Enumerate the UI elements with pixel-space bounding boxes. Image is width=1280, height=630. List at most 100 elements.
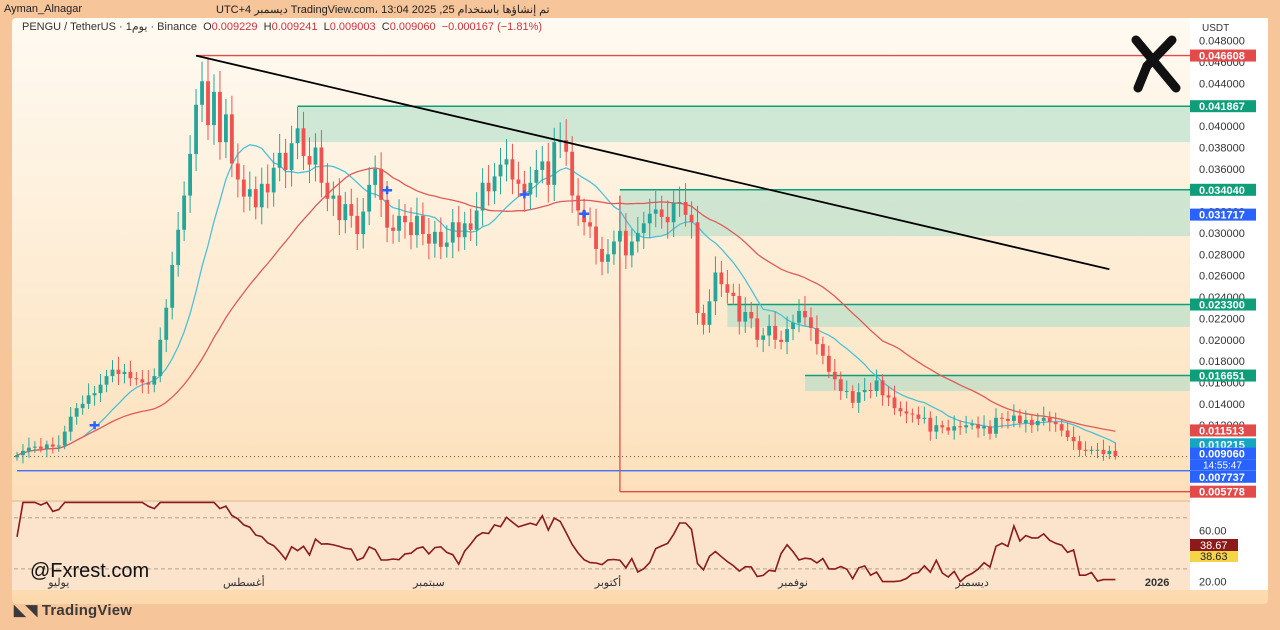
candle-body[interactable] — [486, 182, 491, 192]
candle-body[interactable] — [731, 292, 736, 296]
candle-body[interactable] — [701, 313, 706, 325]
candle-body[interactable] — [600, 248, 604, 262]
candle-body[interactable] — [27, 447, 31, 451]
demand-zone[interactable] — [727, 304, 1190, 327]
candle-body[interactable] — [86, 395, 91, 404]
ma-fast-line[interactable] — [16, 144, 1116, 456]
candle-body[interactable] — [307, 156, 312, 165]
candle-body[interactable] — [588, 222, 592, 227]
candle-body[interactable] — [265, 183, 270, 193]
candle-body[interactable] — [38, 446, 43, 449]
candle-body[interactable] — [50, 444, 55, 447]
candle-body[interactable] — [665, 216, 670, 223]
candle-body[interactable] — [188, 153, 193, 196]
candle-body[interactable] — [761, 335, 766, 340]
candle-body[interactable] — [1017, 415, 1022, 424]
candle-body[interactable] — [958, 426, 963, 428]
candle-body[interactable] — [80, 403, 85, 409]
candle-body[interactable] — [964, 425, 969, 428]
candle-body[interactable] — [755, 318, 760, 340]
candle-body[interactable] — [152, 376, 157, 385]
candle-body[interactable] — [301, 128, 306, 157]
candle-body[interactable] — [552, 142, 557, 185]
price-level-badge[interactable] — [1190, 208, 1256, 221]
candle-body[interactable] — [110, 369, 115, 377]
candle-body[interactable] — [838, 379, 843, 392]
candle-body[interactable] — [1065, 430, 1070, 437]
candle-body[interactable] — [546, 161, 551, 185]
candle-body[interactable] — [397, 215, 401, 231]
candle-body[interactable] — [641, 223, 646, 233]
candle-body[interactable] — [271, 167, 276, 193]
candle-body[interactable] — [74, 408, 79, 417]
candle-body[interactable] — [797, 310, 801, 323]
candle-body[interactable] — [218, 91, 222, 143]
candle-body[interactable] — [295, 128, 300, 144]
candle-body[interactable] — [1000, 417, 1004, 419]
demand-zone[interactable] — [804, 375, 1190, 392]
candle-body[interactable] — [994, 417, 998, 434]
candle-body[interactable] — [617, 230, 622, 242]
candle-body[interactable] — [540, 161, 545, 170]
candle-body[interactable] — [814, 328, 819, 345]
candle-body[interactable] — [259, 183, 264, 208]
candle-body[interactable] — [343, 204, 348, 221]
candle-body[interactable] — [570, 151, 575, 196]
trendline[interactable] — [195, 54, 1110, 271]
price-level-badge[interactable] — [1190, 485, 1256, 498]
candle-body[interactable] — [820, 344, 825, 356]
candle-body[interactable] — [116, 369, 121, 374]
candle-body[interactable] — [241, 179, 246, 197]
candle-body[interactable] — [1101, 449, 1106, 455]
candle-body[interactable] — [68, 416, 73, 432]
rsi-line[interactable] — [16, 501, 1116, 583]
candle-body[interactable] — [277, 152, 282, 168]
candle-body[interactable] — [206, 81, 210, 126]
candle-body[interactable] — [319, 147, 324, 183]
candle-body[interactable] — [355, 215, 360, 235]
candle-body[interactable] — [361, 211, 366, 235]
candle-body[interactable] — [438, 231, 443, 247]
candle-body[interactable] — [176, 229, 181, 265]
candle-body[interactable] — [982, 426, 986, 429]
candle-body[interactable] — [379, 168, 384, 200]
rsi-ma-badge[interactable] — [1190, 551, 1238, 562]
demand-zone[interactable] — [297, 106, 1190, 143]
candle-body[interactable] — [862, 389, 867, 393]
candle-body[interactable] — [128, 371, 133, 379]
candle-body[interactable] — [612, 241, 616, 255]
candle-body[interactable] — [337, 195, 342, 221]
candle-body[interactable] — [421, 215, 425, 235]
candle-body[interactable] — [283, 152, 288, 170]
candle-body[interactable] — [826, 355, 831, 372]
candle-body[interactable] — [1041, 417, 1046, 421]
candle-body[interactable] — [725, 284, 730, 293]
candle-body[interactable] — [426, 234, 431, 244]
candle-body[interactable] — [803, 310, 807, 318]
candle-body[interactable] — [1071, 436, 1076, 442]
candle-body[interactable] — [15, 455, 19, 458]
candle-body[interactable] — [952, 426, 957, 431]
candle-body[interactable] — [474, 210, 479, 230]
candle-body[interactable] — [898, 408, 903, 412]
candle-body[interactable] — [373, 168, 378, 185]
candle-body[interactable] — [623, 230, 628, 256]
candle-body[interactable] — [671, 203, 676, 223]
candle-body[interactable] — [647, 213, 652, 224]
candle-body[interactable] — [331, 195, 336, 199]
candle-body[interactable] — [928, 417, 933, 432]
candle-body[interactable] — [767, 325, 772, 336]
candle-body[interactable] — [253, 189, 258, 208]
tradingview-logo[interactable]: ◣◥ TradingView — [14, 601, 132, 619]
ma-slow-line[interactable] — [16, 167, 1116, 456]
candle-body[interactable] — [229, 114, 234, 164]
price-level-badge[interactable] — [1190, 438, 1256, 451]
candle-body[interactable] — [1083, 449, 1088, 451]
symbol-label[interactable]: PENGU / TetherUS · 1يوم · Binance — [22, 21, 197, 33]
candle-body[interactable] — [212, 91, 216, 126]
candle-body[interactable] — [235, 163, 240, 180]
candle-body[interactable] — [522, 183, 527, 195]
candle-body[interactable] — [1035, 420, 1040, 426]
candle-body[interactable] — [349, 204, 354, 216]
candle-body[interactable] — [689, 214, 694, 223]
